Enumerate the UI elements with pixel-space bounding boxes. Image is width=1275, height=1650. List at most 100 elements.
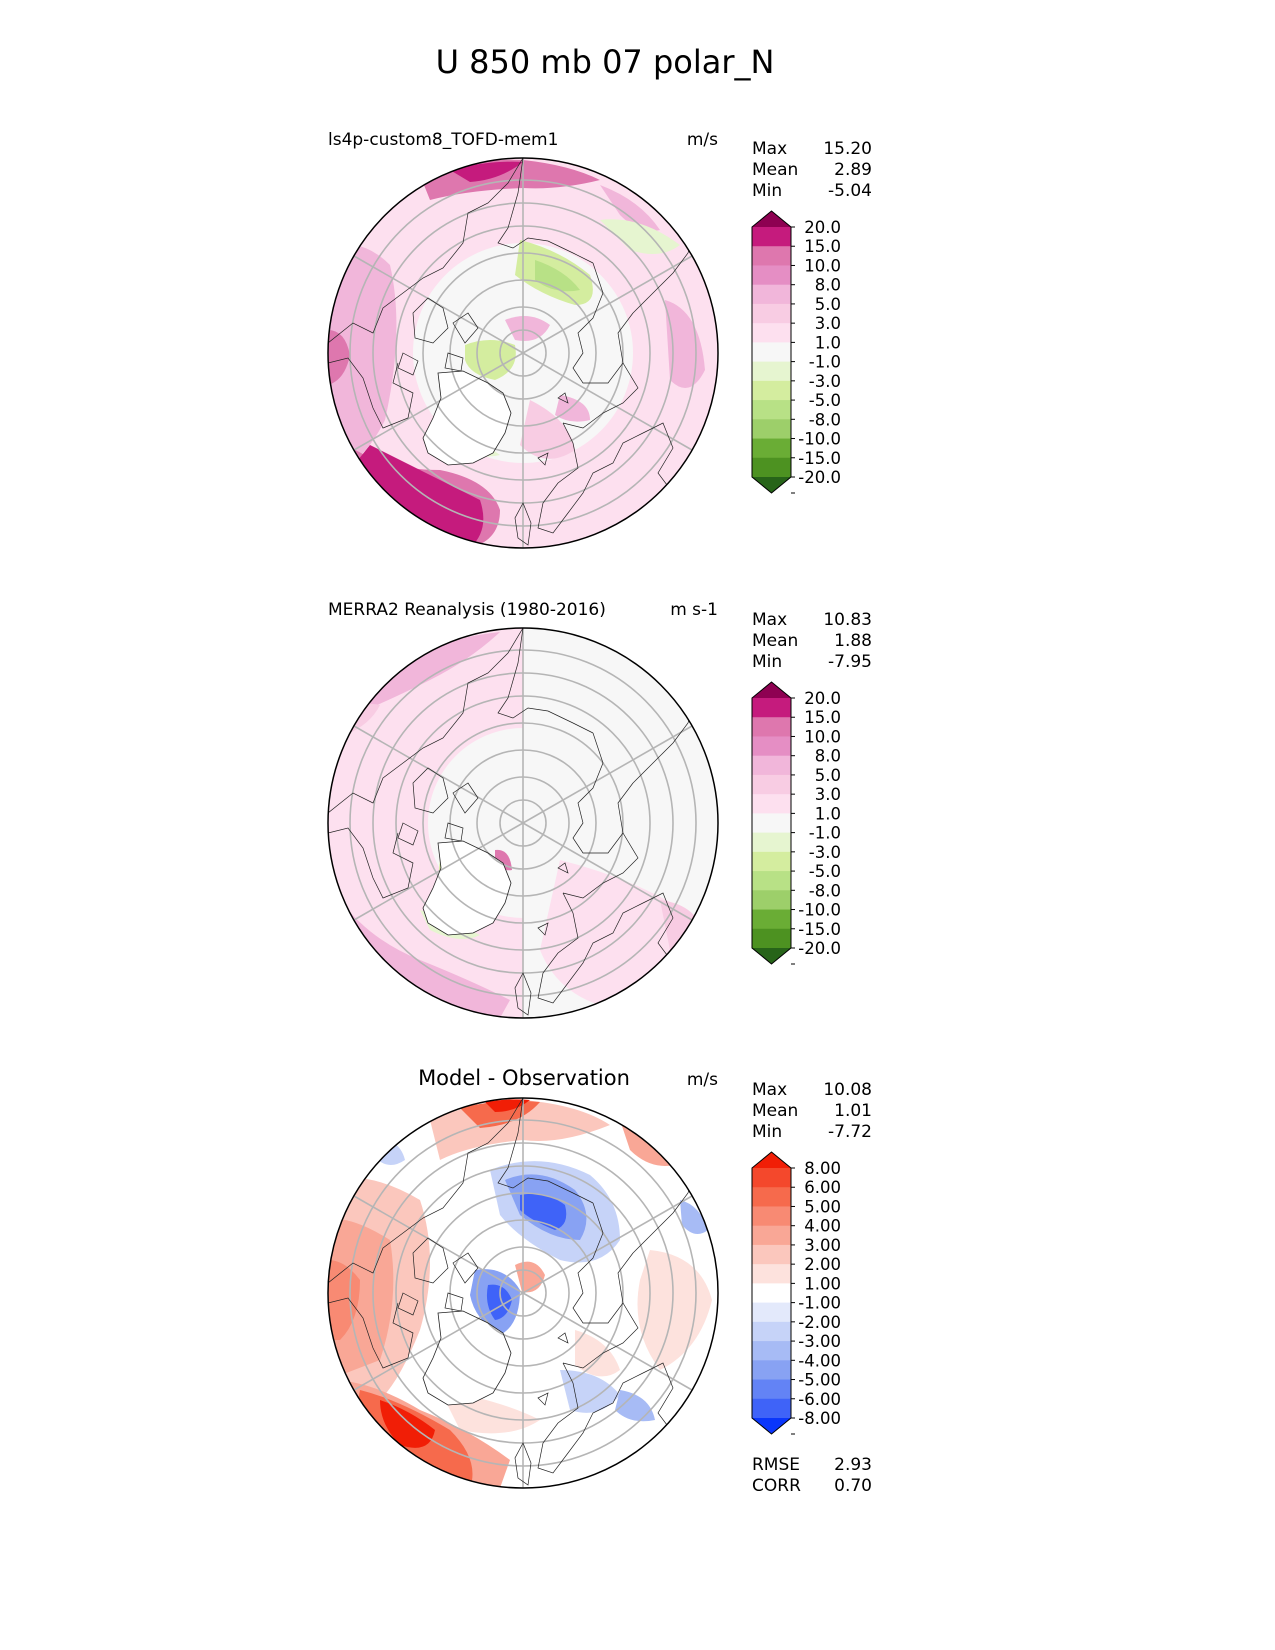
stats-block: Max 15.20 Mean 2.89 Min -5.04 <box>752 139 872 201</box>
colorbar-cell <box>752 909 791 930</box>
colorbar-cell <box>752 851 791 872</box>
polar-map <box>328 1098 718 1488</box>
colorbar-cell <box>752 1302 791 1323</box>
colorbar-tick-label: -8.0 <box>809 881 841 900</box>
map-border <box>327 627 719 1019</box>
colorbar-cell <box>752 265 791 286</box>
colorbar-tick-label: 1.0 <box>815 333 841 352</box>
colorbar-tick-label: -4.00 <box>798 1351 841 1370</box>
stat-label: Mean <box>752 1101 798 1121</box>
colorbar-cell <box>752 400 791 420</box>
colorbar-tick-label: -5.00 <box>798 1371 841 1390</box>
colorbar-cell <box>752 323 791 343</box>
colorbar-extend-min <box>752 948 791 964</box>
colorbar-tick-label: -5.0 <box>809 391 841 410</box>
colorbar-cell <box>752 1244 791 1265</box>
colorbar-cell <box>752 361 791 382</box>
colorbar-cell <box>752 380 791 401</box>
metric-label: RMSE <box>752 1455 800 1475</box>
colorbar-tick-label: 1.00 <box>804 1274 841 1293</box>
panel-title: Model - Observation <box>418 1066 630 1090</box>
polar-map <box>328 628 718 1018</box>
colorbar-cell <box>752 1341 791 1361</box>
colorbar-tick-label: 10.0 <box>804 256 841 275</box>
colorbar-cell <box>752 438 791 459</box>
panel-model: ls4p-custom8_TOFD-mem1 m/s <box>327 130 872 549</box>
colorbar-extend-max <box>752 682 791 698</box>
colorbar-extend-max <box>752 1152 791 1168</box>
colorbar-tick-label: -10.0 <box>798 901 841 920</box>
colorbar-cell <box>752 717 791 737</box>
colorbar-tick-label: -5.0 <box>809 862 841 881</box>
stat-label: Min <box>752 652 782 672</box>
colorbar-tick-label: 8.0 <box>815 747 841 766</box>
stat-value: 2.89 <box>834 160 872 180</box>
colorbar-tick-label: 8.00 <box>804 1159 841 1178</box>
colorbar-cell <box>752 1398 791 1419</box>
stat-label: Max <box>752 1080 787 1100</box>
colorbar-tick-label: 3.00 <box>804 1236 841 1255</box>
stat-value: -7.95 <box>828 652 872 672</box>
panel-units: m s-1 <box>670 600 718 620</box>
colorbar-cell <box>752 284 791 305</box>
colorbar-cell <box>752 774 791 795</box>
stat-value: 15.20 <box>823 139 872 159</box>
colorbar-cell <box>752 1321 791 1342</box>
panel-title: MERRA2 Reanalysis (1980-2016) <box>328 600 606 620</box>
colorbar-tick-label: -15.0 <box>798 920 841 939</box>
colorbar-cell <box>752 1225 791 1246</box>
stat-label: Min <box>752 1122 782 1142</box>
metric-value: 0.70 <box>834 1476 872 1496</box>
colorbar-tick-label: -1.0 <box>809 824 841 843</box>
colorbar-cell <box>752 246 791 266</box>
colorbar-cell <box>752 419 791 440</box>
colorbar-cell <box>752 928 791 949</box>
colorbar-tick-label: -10.0 <box>798 430 841 449</box>
colorbar-tick-label: -20.0 <box>798 468 841 487</box>
stat-value: -5.04 <box>828 181 872 201</box>
stat-label: Max <box>752 139 787 159</box>
colorbar-cell <box>752 1379 791 1400</box>
colorbar-cell <box>752 1283 791 1304</box>
colorbar-cell <box>752 1360 791 1381</box>
colorbar-tick-label: 1.0 <box>815 804 841 823</box>
colorbar-tick-label: 20.0 <box>804 689 841 708</box>
colorbar-cell <box>752 303 791 324</box>
colorbar-tick-label: -1.0 <box>809 353 841 372</box>
colorbar-tick-label: 4.00 <box>804 1217 841 1236</box>
stat-label: Max <box>752 610 787 630</box>
metric-value: 2.93 <box>834 1455 872 1475</box>
map-border <box>327 1097 719 1489</box>
stat-value: -7.72 <box>828 1122 872 1142</box>
colorbar-extend-max <box>752 211 791 227</box>
colorbar-tick-label: -3.0 <box>809 843 841 862</box>
colorbar-cell <box>752 1206 791 1227</box>
polar-map <box>328 158 718 548</box>
panel-units: m/s <box>687 1070 718 1090</box>
colorbar-cell <box>752 1187 791 1207</box>
figure-title: U 850 mb 07 polar_N <box>436 43 775 81</box>
panel-observation: MERRA2 Reanalysis (1980-2016) m s-1 <box>327 600 872 1019</box>
stats-block: Max 10.08 Mean 1.01 Min -7.72 <box>752 1080 872 1142</box>
stat-value: 1.88 <box>834 631 872 651</box>
colorbar-tick-label: -2.00 <box>798 1313 841 1332</box>
colorbar-tick-label: -1.00 <box>798 1294 841 1313</box>
stat-value: 10.08 <box>823 1080 872 1100</box>
colorbar-cell <box>752 736 791 757</box>
colorbar-cell <box>752 1264 791 1284</box>
colorbar-tick-label: 20.0 <box>804 218 841 237</box>
colorbar-cell <box>752 457 791 478</box>
stat-label: Mean <box>752 160 798 180</box>
colorbar-cell <box>752 755 791 776</box>
colorbar: 20.015.010.08.05.03.01.0-1.0-3.0-5.0-8.0… <box>751 681 841 965</box>
colorbar-tick-label: 2.00 <box>804 1255 841 1274</box>
colorbar-tick-label: -8.00 <box>798 1409 841 1428</box>
stats-block: Max 10.83 Mean 1.88 Min -7.95 <box>752 610 872 672</box>
colorbar-tick-label: 3.0 <box>815 314 841 333</box>
panel-units: m/s <box>687 130 718 150</box>
colorbar-cell <box>752 1168 791 1188</box>
colorbar-cell <box>752 698 791 718</box>
stat-value: 10.83 <box>823 610 872 630</box>
colorbar-tick-label: 5.00 <box>804 1197 841 1216</box>
